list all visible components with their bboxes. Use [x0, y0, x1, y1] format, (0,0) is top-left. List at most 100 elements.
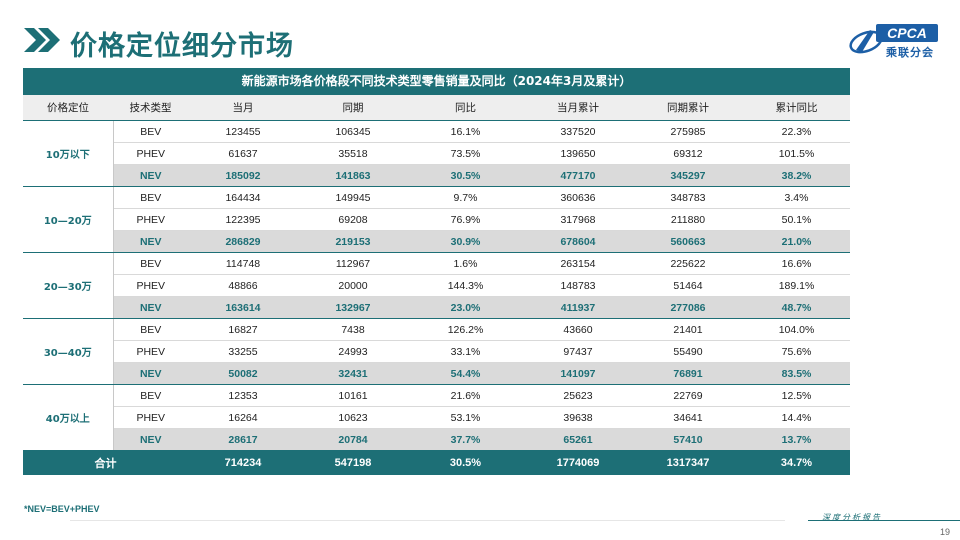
prior-value-cell: 24993 [298, 340, 408, 363]
page-number: 19 [940, 527, 951, 537]
prior-value-cell: 112967 [298, 252, 408, 275]
sales-table: 价格定位 技术类型 当月 同期 同比 当月累计 同期累计 累计同比 10万以下 B… [23, 95, 850, 475]
tech-type-cell: PHEV [113, 142, 188, 165]
ytd-value-cell: 65261 [523, 428, 633, 451]
prior-ytd-value-cell: 560663 [633, 230, 743, 253]
total-row: 合计 714234 547198 30.5% 1774069 1317347 34.7% [23, 450, 850, 475]
prior-ytd-value-cell: 76891 [633, 362, 743, 385]
tech-type-cell: BEV [113, 120, 188, 143]
col-header-tech: 技术类型 [113, 95, 188, 121]
yoy-value-cell: 54.4% [408, 362, 523, 385]
prior-ytd-value-cell: 21401 [633, 318, 743, 341]
yoy-value-cell: 23.0% [408, 296, 523, 319]
ytd-value-cell: 139650 [523, 142, 633, 165]
table-row: PHEV 61637 35518 73.5% 139650 69312 101.5% [23, 142, 850, 165]
prior-value-cell: 106345 [298, 120, 408, 143]
ytd-value-cell: 477170 [523, 164, 633, 187]
tech-type-cell: PHEV [113, 406, 188, 429]
prior-value-cell: 10623 [298, 406, 408, 429]
month-value-cell: 185092 [188, 164, 298, 187]
ytd-yoy-value-cell: 14.4% [743, 406, 850, 429]
ytd-value-cell: 148783 [523, 274, 633, 297]
prior-value-cell: 219153 [298, 230, 408, 253]
total-label-cell: 合计 [23, 450, 188, 475]
ytd-yoy-value-cell: 13.7% [743, 428, 850, 451]
month-value-cell: 286829 [188, 230, 298, 253]
prior-ytd-value-cell: 22769 [633, 384, 743, 407]
price-segment-cell: 20—30万 [23, 252, 114, 319]
double-chevron-icon [24, 28, 60, 52]
prior-value-cell: 141863 [298, 164, 408, 187]
ytd-value-cell: 39638 [523, 406, 633, 429]
tech-type-cell: NEV [113, 362, 188, 385]
prior-ytd-value-cell: 34641 [633, 406, 743, 429]
yoy-value-cell: 9.7% [408, 186, 523, 209]
tech-type-cell: BEV [113, 252, 188, 275]
ytd-yoy-value-cell: 50.1% [743, 208, 850, 231]
yoy-value-cell: 16.1% [408, 120, 523, 143]
yoy-value-cell: 53.1% [408, 406, 523, 429]
price-segment-cell: 40万以上 [23, 384, 114, 451]
prior-ytd-value-cell: 69312 [633, 142, 743, 165]
tech-type-cell: NEV [113, 164, 188, 187]
footer-accent-line [808, 520, 960, 521]
table-row: NEV 163614 132967 23.0% 411937 277086 48.7% [23, 296, 850, 319]
col-header-ytd: 当月累计 [523, 95, 633, 121]
month-value-cell: 164434 [188, 186, 298, 209]
tech-type-cell: BEV [113, 384, 188, 407]
logo-cn-text: 乘联分会 [886, 46, 934, 59]
yoy-value-cell: 144.3% [408, 274, 523, 297]
table-row: 30—40万 BEV 16827 7438 126.2% 43660 21401 104.0% [23, 318, 850, 385]
total-value-cell: 714234 [188, 450, 298, 475]
price-segment-cell: 10万以下 [23, 120, 114, 187]
yoy-value-cell: 76.9% [408, 208, 523, 231]
ytd-yoy-value-cell: 3.4% [743, 186, 850, 209]
table-row: NEV 286829 219153 30.9% 678604 560663 21.0% [23, 230, 850, 253]
table-row: 10—20万 BEV 164434 149945 9.7% 360636 348783 3.4… [23, 186, 850, 253]
ytd-value-cell: 678604 [523, 230, 633, 253]
prior-value-cell: 20784 [298, 428, 408, 451]
tech-type-cell: PHEV [113, 340, 188, 363]
table-header-row: 价格定位 技术类型 当月 同期 同比 当月累计 同期累计 累计同比 [23, 95, 850, 121]
tech-type-cell: BEV [113, 186, 188, 209]
table-row: PHEV 16264 10623 53.1% 39638 34641 14.4% [23, 406, 850, 429]
ytd-value-cell: 97437 [523, 340, 633, 363]
col-header-month: 当月 [188, 95, 298, 121]
table-row: NEV 185092 141863 30.5% 477170 345297 38.2% [23, 164, 850, 187]
ytd-value-cell: 263154 [523, 252, 633, 275]
prior-ytd-value-cell: 211880 [633, 208, 743, 231]
yoy-value-cell: 21.6% [408, 384, 523, 407]
month-value-cell: 114748 [188, 252, 298, 275]
prior-ytd-value-cell: 277086 [633, 296, 743, 319]
sales-table-wrapper: 新能源市场各价格段不同技术类型零售销量及同比（2024年3月及累计） 价格定位 … [23, 68, 850, 475]
col-header-ytd-yoy: 累计同比 [743, 95, 850, 121]
prior-ytd-value-cell: 225622 [633, 252, 743, 275]
cpca-logo: CPCA 乘联分会 [848, 22, 940, 62]
table-caption: 新能源市场各价格段不同技术类型零售销量及同比（2024年3月及累计） [23, 68, 850, 95]
prior-ytd-value-cell: 275985 [633, 120, 743, 143]
ytd-yoy-value-cell: 16.6% [743, 252, 850, 275]
tech-type-cell: PHEV [113, 274, 188, 297]
ytd-value-cell: 337520 [523, 120, 633, 143]
prior-value-cell: 7438 [298, 318, 408, 341]
yoy-value-cell: 37.7% [408, 428, 523, 451]
page-header: 价格定位细分市场 CPCA 乘联分会 [0, 0, 960, 66]
yoy-value-cell: 30.5% [408, 164, 523, 187]
month-value-cell: 33255 [188, 340, 298, 363]
tech-type-cell: BEV [113, 318, 188, 341]
table-row: NEV 50082 32431 54.4% 141097 76891 83.5% [23, 362, 850, 385]
yoy-value-cell: 1.6% [408, 252, 523, 275]
prior-ytd-value-cell: 348783 [633, 186, 743, 209]
table-row: 20—30万 BEV 114748 112967 1.6% 263154 225622 16.… [23, 252, 850, 319]
prior-ytd-value-cell: 345297 [633, 164, 743, 187]
prior-ytd-value-cell: 57410 [633, 428, 743, 451]
ytd-value-cell: 411937 [523, 296, 633, 319]
month-value-cell: 12353 [188, 384, 298, 407]
table-row: PHEV 122395 69208 76.9% 317968 211880 50.1% [23, 208, 850, 231]
prior-value-cell: 35518 [298, 142, 408, 165]
table-body: 10万以下 BEV 123455 106345 16.1% 337520 275985 22.… [23, 120, 850, 475]
total-value-cell: 1774069 [523, 450, 633, 475]
col-header-price: 价格定位 [23, 95, 113, 121]
month-value-cell: 123455 [188, 120, 298, 143]
tech-type-cell: NEV [113, 230, 188, 253]
